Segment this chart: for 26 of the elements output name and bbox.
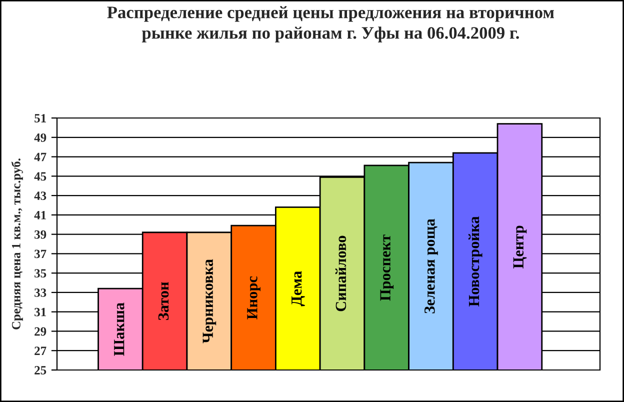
y-axis-title: Средняя цена 1 кв.м., тыс.руб.	[11, 158, 23, 330]
x-tick-label: Проспект	[380, 234, 394, 301]
y-tick-label: 39	[34, 230, 46, 239]
y-tick-label: 27	[34, 346, 46, 355]
x-tick-label: Новостройка	[468, 216, 482, 306]
y-tick-label: 45	[34, 172, 46, 181]
y-tick-label: 49	[34, 133, 46, 142]
y-tick-label: 47	[34, 152, 46, 162]
x-tick-label: Шакша	[114, 302, 124, 356]
y-tick-label: 31	[34, 308, 46, 316]
x-tick-label: Центр	[513, 226, 527, 268]
y-tick-label: 25	[34, 366, 46, 374]
y-tick-label: 33	[34, 288, 46, 297]
x-tick-label: Затон	[158, 282, 169, 320]
x-tick-label: Черниковка	[202, 259, 216, 344]
y-tick-label: 37	[34, 250, 46, 258]
y-tick-label: 29	[34, 327, 46, 336]
y-tick-label: 51	[34, 114, 46, 122]
x-tick-label: Дема	[292, 271, 305, 306]
x-tick-label: Сипайлово	[335, 236, 346, 312]
y-tick-label: 41	[34, 211, 46, 220]
x-tick-label: Зеленая роща	[424, 218, 438, 314]
chart-title: Распределение средней цены предложения на вторичном рынке жилья по районам г. Уфы на 06.04.2009 г.	[107, 6, 554, 42]
y-tick-label: 35	[34, 269, 46, 278]
x-tick-label: Инорс	[247, 276, 260, 320]
y-tick-label: 43	[34, 192, 46, 200]
